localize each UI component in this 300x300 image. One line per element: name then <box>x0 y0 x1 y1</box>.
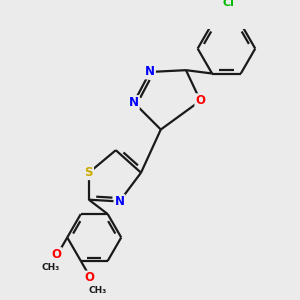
Text: O: O <box>195 94 206 107</box>
Text: N: N <box>145 65 155 79</box>
Text: CH₃: CH₃ <box>89 286 107 295</box>
Text: O: O <box>85 272 95 284</box>
Text: N: N <box>129 96 139 109</box>
Text: Cl: Cl <box>223 0 235 8</box>
Text: S: S <box>85 166 93 179</box>
Text: N: N <box>114 195 124 208</box>
Text: O: O <box>52 248 61 261</box>
Text: CH₃: CH₃ <box>41 262 59 272</box>
